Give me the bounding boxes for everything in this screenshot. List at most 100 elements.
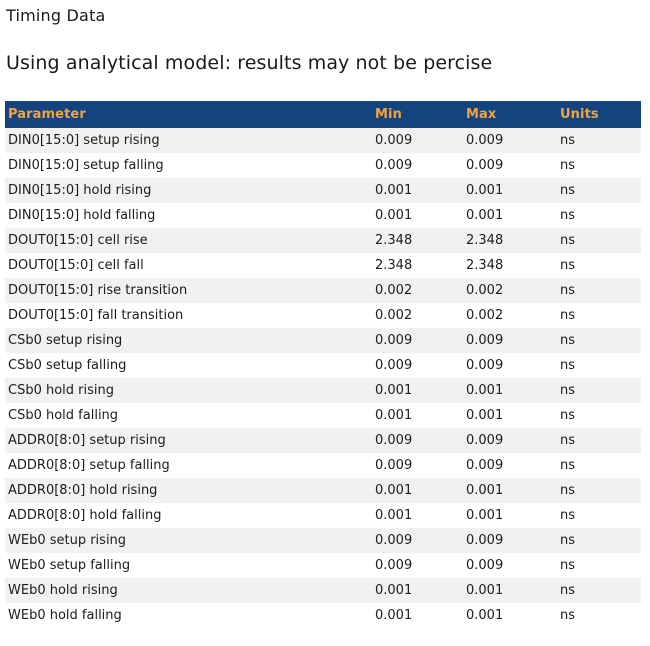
cell-max: 0.001 — [466, 208, 504, 223]
cell-min: 0.001 — [375, 383, 413, 398]
cell-parameter: DOUT0[15:0] fall transition — [8, 308, 184, 323]
cell-units: ns — [560, 583, 576, 598]
cell-units: ns — [560, 508, 576, 523]
cell-parameter: ADDR0[8:0] setup falling — [8, 458, 170, 473]
cell-min: 0.001 — [375, 583, 413, 598]
table-row: ADDR0[8:0] setup falling 0.009 0.009 ns — [5, 453, 641, 478]
table-row: WEb0 setup falling 0.009 0.009 ns — [5, 553, 641, 578]
cell-min: 0.009 — [375, 458, 413, 473]
cell-parameter: CSb0 setup falling — [8, 358, 127, 373]
cell-units: ns — [560, 408, 576, 423]
table-row: DOUT0[15:0] fall transition 0.002 0.002 ns — [5, 303, 641, 328]
cell-units: ns — [560, 458, 576, 473]
cell-min: 2.348 — [375, 258, 413, 273]
cell-units: ns — [560, 308, 576, 323]
table-row: DOUT0[15:0] cell fall 2.348 2.348 ns — [5, 253, 641, 278]
cell-max: 0.009 — [466, 158, 504, 173]
column-header-units: Units — [557, 101, 641, 128]
cell-min: 0.001 — [375, 183, 413, 198]
timing-data-table: Parameter Min Max Units DIN0[15:0] setup ri… — [5, 101, 641, 628]
cell-min: 0.001 — [375, 608, 413, 623]
cell-units: ns — [560, 333, 576, 348]
cell-parameter: CSb0 setup rising — [8, 333, 123, 348]
cell-max: 0.009 — [466, 458, 504, 473]
cell-min: 0.009 — [375, 558, 413, 573]
cell-parameter: DIN0[15:0] hold falling — [8, 208, 156, 223]
cell-parameter: DOUT0[15:0] rise transition — [8, 283, 188, 298]
cell-min: 0.009 — [375, 158, 413, 173]
table-row: DOUT0[15:0] rise transition 0.002 0.002 ns — [5, 278, 641, 303]
table-row: DIN0[15:0] setup falling 0.009 0.009 ns — [5, 153, 641, 178]
cell-max: 0.001 — [466, 408, 504, 423]
cell-parameter: WEb0 hold falling — [8, 608, 122, 623]
cell-units: ns — [560, 483, 576, 498]
cell-units: ns — [560, 608, 576, 623]
cell-units: ns — [560, 133, 576, 148]
cell-min: 0.009 — [375, 433, 413, 448]
cell-units: ns — [560, 158, 576, 173]
cell-min: 0.009 — [375, 533, 413, 548]
cell-min: 0.009 — [375, 133, 413, 148]
cell-min: 0.001 — [375, 508, 413, 523]
cell-max: 0.001 — [466, 583, 504, 598]
cell-parameter: DOUT0[15:0] cell rise — [8, 233, 148, 248]
cell-min: 0.001 — [375, 483, 413, 498]
table-row: ADDR0[8:0] hold rising 0.001 0.001 ns — [5, 478, 641, 503]
cell-max: 0.009 — [466, 558, 504, 573]
cell-parameter: ADDR0[8:0] hold rising — [8, 483, 158, 498]
cell-max: 0.009 — [466, 133, 504, 148]
table-row: CSb0 hold falling 0.001 0.001 ns — [5, 403, 641, 428]
cell-max: 0.002 — [466, 283, 504, 298]
cell-parameter: DOUT0[15:0] cell fall — [8, 258, 144, 273]
table-body: DIN0[15:0] setup rising 0.009 0.009 ns DIN0[… — [5, 128, 641, 628]
cell-max: 0.001 — [466, 508, 504, 523]
table-row: DOUT0[15:0] cell rise 2.348 2.348 ns — [5, 228, 641, 253]
cell-parameter: ADDR0[8:0] setup rising — [8, 433, 166, 448]
column-header-parameter: Parameter — [5, 101, 372, 128]
cell-max: 0.001 — [466, 183, 504, 198]
cell-max: 0.001 — [466, 608, 504, 623]
cell-units: ns — [560, 433, 576, 448]
cell-units: ns — [560, 183, 576, 198]
cell-max: 0.001 — [466, 483, 504, 498]
cell-max: 0.001 — [466, 383, 504, 398]
column-header-min: Min — [372, 101, 463, 128]
cell-units: ns — [560, 258, 576, 273]
cell-units: ns — [560, 383, 576, 398]
cell-parameter: DIN0[15:0] hold rising — [8, 183, 152, 198]
column-header-max: Max — [463, 101, 557, 128]
cell-units: ns — [560, 208, 576, 223]
table-row: WEb0 setup rising 0.009 0.009 ns — [5, 528, 641, 553]
cell-max: 0.009 — [466, 358, 504, 373]
cell-max: 2.348 — [466, 258, 504, 273]
cell-parameter: CSb0 hold rising — [8, 383, 115, 398]
cell-parameter: DIN0[15:0] setup falling — [8, 158, 164, 173]
cell-max: 0.009 — [466, 533, 504, 548]
cell-min: 0.001 — [375, 208, 413, 223]
cell-units: ns — [560, 283, 576, 298]
page-title: Timing Data — [6, 6, 106, 25]
table-row: WEb0 hold falling 0.001 0.001 ns — [5, 603, 641, 628]
table-row: DIN0[15:0] setup rising 0.009 0.009 ns — [5, 128, 641, 153]
cell-min: 0.002 — [375, 308, 413, 323]
table-row: DIN0[15:0] hold rising 0.001 0.001 ns — [5, 178, 641, 203]
cell-min: 0.001 — [375, 408, 413, 423]
table-row: ADDR0[8:0] hold falling 0.001 0.001 ns — [5, 503, 641, 528]
cell-min: 0.009 — [375, 333, 413, 348]
cell-max: 0.002 — [466, 308, 504, 323]
cell-units: ns — [560, 233, 576, 248]
table-header-row: Parameter Min Max Units — [5, 101, 641, 128]
table-row: ADDR0[8:0] setup rising 0.009 0.009 ns — [5, 428, 641, 453]
cell-max: 2.348 — [466, 233, 504, 248]
table-row: DIN0[15:0] hold falling 0.001 0.001 ns — [5, 203, 641, 228]
cell-min: 0.009 — [375, 358, 413, 373]
cell-min: 0.002 — [375, 283, 413, 298]
table-row: CSb0 setup rising 0.009 0.009 ns — [5, 328, 641, 353]
cell-parameter: CSb0 hold falling — [8, 408, 119, 423]
cell-parameter: WEb0 setup falling — [8, 558, 131, 573]
cell-units: ns — [560, 533, 576, 548]
cell-min: 2.348 — [375, 233, 413, 248]
table-row: WEb0 hold rising 0.001 0.001 ns — [5, 578, 641, 603]
cell-parameter: WEb0 hold rising — [8, 583, 118, 598]
